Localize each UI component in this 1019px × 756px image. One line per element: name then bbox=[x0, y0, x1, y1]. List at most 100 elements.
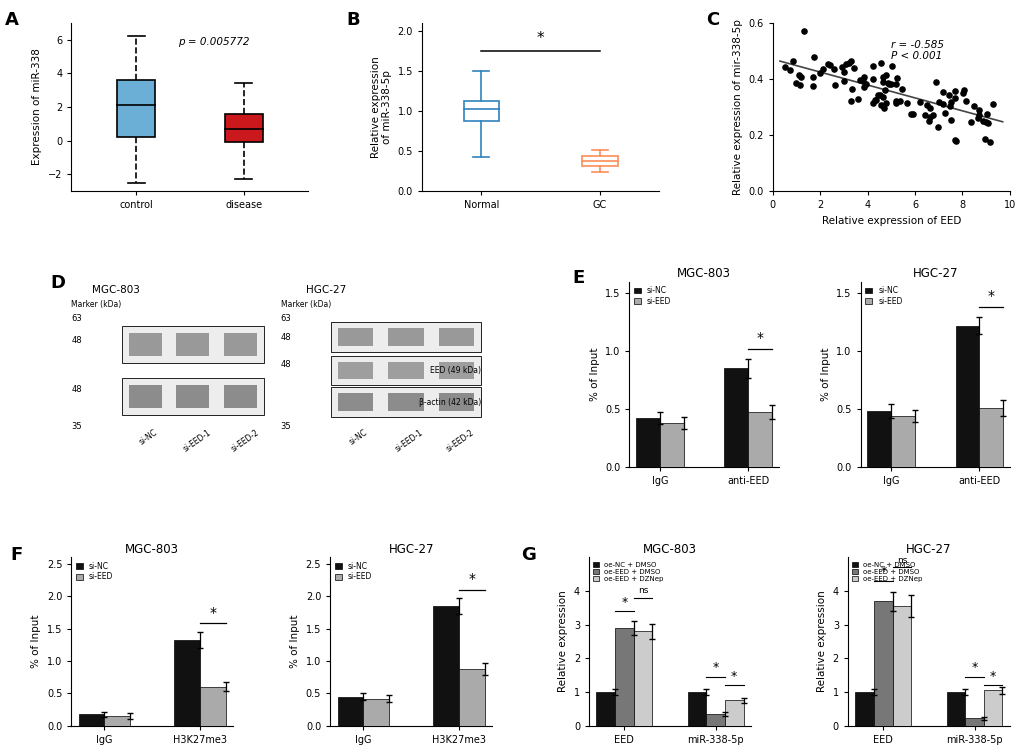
Point bbox=[821, 60, 838, 72]
Point bbox=[891, 94, 907, 107]
Text: p = 0.005772: p = 0.005772 bbox=[177, 36, 249, 47]
Point bbox=[927, 76, 944, 88]
Point bbox=[796, 25, 812, 37]
Point bbox=[962, 116, 978, 129]
Legend: si-NC, si-EED: si-NC, si-EED bbox=[864, 286, 903, 306]
Bar bbox=[224, 113, 262, 142]
Point bbox=[864, 60, 880, 72]
Point bbox=[911, 96, 927, 108]
Point bbox=[787, 76, 803, 88]
Bar bbox=[891, 416, 914, 467]
Bar bbox=[121, 326, 264, 363]
Point bbox=[874, 76, 891, 88]
Text: *: * bbox=[986, 290, 994, 303]
Point bbox=[855, 81, 871, 93]
Bar bbox=[459, 669, 484, 726]
Y-axis label: % of Input: % of Input bbox=[32, 615, 42, 668]
Point bbox=[888, 72, 904, 84]
Y-axis label: Expression of miR-338: Expression of miR-338 bbox=[33, 48, 43, 166]
Point bbox=[869, 89, 886, 101]
Point bbox=[864, 98, 880, 110]
Point bbox=[882, 78, 899, 90]
Text: *: * bbox=[970, 662, 976, 674]
Bar bbox=[463, 101, 498, 120]
Text: r = -0.585
P < 0.001: r = -0.585 P < 0.001 bbox=[891, 39, 944, 61]
Bar bbox=[614, 628, 633, 726]
Bar bbox=[174, 640, 200, 726]
Bar bbox=[337, 696, 363, 726]
Point bbox=[877, 69, 894, 81]
Point bbox=[804, 71, 820, 83]
Bar bbox=[330, 322, 481, 352]
Bar bbox=[723, 368, 747, 467]
Text: *: * bbox=[209, 606, 216, 620]
Text: *: * bbox=[536, 31, 544, 46]
Legend: si-NC, si-EED: si-NC, si-EED bbox=[334, 561, 373, 582]
Legend: si-NC, si-EED: si-NC, si-EED bbox=[75, 561, 114, 582]
Title: MGC-803: MGC-803 bbox=[125, 543, 179, 556]
Text: A: A bbox=[5, 11, 19, 29]
Point bbox=[888, 95, 904, 107]
Point bbox=[919, 115, 935, 127]
Point bbox=[776, 60, 793, 73]
Point bbox=[819, 58, 836, 70]
Bar bbox=[363, 699, 388, 726]
Point bbox=[924, 109, 941, 121]
Point bbox=[977, 116, 994, 129]
Point bbox=[825, 79, 842, 91]
Point bbox=[888, 78, 904, 90]
Point bbox=[946, 85, 962, 98]
Text: ns: ns bbox=[896, 556, 906, 565]
Point bbox=[935, 107, 952, 119]
Point bbox=[921, 102, 937, 114]
Bar bbox=[176, 386, 209, 407]
Y-axis label: Relative expression: Relative expression bbox=[557, 590, 568, 692]
Bar bbox=[687, 692, 705, 726]
Text: B: B bbox=[345, 11, 360, 29]
Point bbox=[872, 98, 889, 110]
Bar bbox=[104, 716, 130, 726]
Y-axis label: Relative expression of mir-338-5p: Relative expression of mir-338-5p bbox=[733, 19, 742, 195]
Point bbox=[942, 114, 958, 126]
Point bbox=[946, 92, 962, 104]
Bar bbox=[873, 601, 892, 726]
Bar bbox=[705, 714, 725, 726]
Point bbox=[805, 51, 821, 64]
Point bbox=[888, 98, 904, 110]
Text: 48: 48 bbox=[280, 333, 290, 342]
X-axis label: Relative expression of EED: Relative expression of EED bbox=[821, 215, 960, 226]
Text: si-EED-2: si-EED-2 bbox=[229, 428, 261, 454]
Bar bbox=[223, 333, 257, 355]
Point bbox=[792, 71, 808, 83]
Text: 48: 48 bbox=[71, 336, 82, 345]
Bar bbox=[338, 328, 373, 346]
Point bbox=[893, 83, 909, 95]
Title: MGC-803: MGC-803 bbox=[642, 543, 696, 556]
Text: 48: 48 bbox=[280, 361, 290, 370]
Point bbox=[835, 75, 851, 87]
Point bbox=[955, 85, 971, 97]
Point bbox=[902, 108, 918, 120]
Bar bbox=[866, 411, 891, 467]
Point bbox=[979, 117, 996, 129]
Bar bbox=[747, 413, 771, 467]
Point bbox=[781, 64, 797, 76]
Bar bbox=[892, 606, 910, 726]
Text: E: E bbox=[573, 268, 585, 287]
Text: *: * bbox=[879, 565, 886, 578]
Bar bbox=[659, 423, 683, 467]
Point bbox=[940, 89, 956, 101]
Point bbox=[933, 98, 950, 110]
Point bbox=[857, 78, 873, 90]
Text: *: * bbox=[621, 596, 627, 609]
Bar bbox=[128, 386, 162, 407]
Bar bbox=[438, 328, 474, 346]
Point bbox=[898, 98, 914, 110]
Point bbox=[969, 104, 985, 116]
Text: Marker (kDa): Marker (kDa) bbox=[280, 300, 330, 309]
Text: 35: 35 bbox=[71, 422, 82, 431]
Text: 63: 63 bbox=[71, 314, 83, 323]
Bar bbox=[636, 418, 659, 467]
Point bbox=[785, 54, 801, 67]
Text: β-actin (42 kDa): β-actin (42 kDa) bbox=[419, 398, 481, 407]
